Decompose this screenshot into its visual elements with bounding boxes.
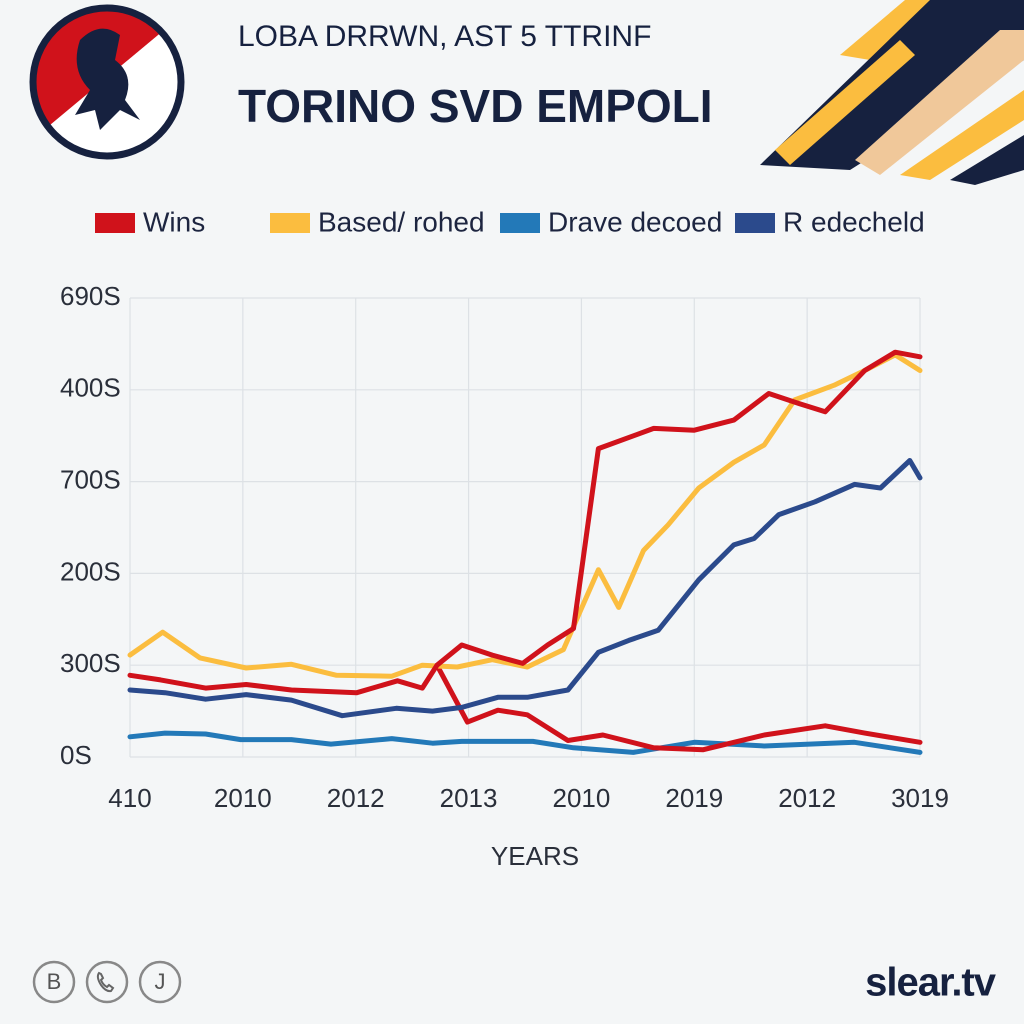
x-tick-label: 3019 bbox=[891, 783, 949, 813]
series-line bbox=[127, 458, 923, 719]
decoration bbox=[760, 0, 1024, 185]
x-tick-label: 2012 bbox=[327, 783, 385, 813]
legend-swatch bbox=[500, 213, 540, 233]
legend-label: Drave decoed bbox=[548, 206, 722, 237]
x-axis-label: YEARS bbox=[491, 841, 579, 871]
button[interactable] bbox=[85, 960, 129, 1004]
x-tick-label: 410 bbox=[108, 783, 151, 813]
button-label[interactable]: B bbox=[47, 969, 62, 994]
series-line bbox=[127, 730, 923, 755]
y-tick-label: 0S bbox=[60, 740, 92, 770]
legend-swatch bbox=[735, 213, 775, 233]
x-tick-label: 2010 bbox=[214, 783, 272, 813]
footer-buttons: B J bbox=[32, 960, 182, 1004]
legend-label: R edecheld bbox=[783, 206, 925, 237]
chart-title: TORINO SVD EMPOLI bbox=[238, 80, 713, 132]
phone-icon[interactable] bbox=[96, 971, 115, 993]
legend-swatch bbox=[270, 213, 310, 233]
y-tick-label: 200S bbox=[60, 556, 121, 586]
x-tick-label: 2012 bbox=[778, 783, 836, 813]
brand: slear.tv bbox=[865, 961, 997, 1005]
grid bbox=[129, 297, 921, 758]
x-tick-label: 2013 bbox=[440, 783, 498, 813]
y-tick-label: 300S bbox=[60, 648, 121, 678]
y-tick-label: 700S bbox=[60, 464, 121, 494]
x-tick-label: 2019 bbox=[665, 783, 723, 813]
chart-subtitle: LOBA DRRWN, AST 5 TTRINF bbox=[238, 20, 651, 53]
series-line bbox=[127, 349, 923, 696]
logo bbox=[29, 4, 185, 160]
y-tick-label: 400S bbox=[60, 373, 121, 403]
button[interactable] bbox=[32, 960, 76, 1004]
button-label[interactable]: J bbox=[155, 969, 166, 994]
series-line bbox=[434, 662, 923, 753]
y-tick-label: 690S bbox=[60, 281, 121, 311]
x-tick-label: 2010 bbox=[553, 783, 611, 813]
legend-swatch bbox=[95, 213, 135, 233]
legend-label: Based/ rohed bbox=[318, 206, 485, 237]
series-line bbox=[127, 352, 923, 679]
legend-label: Wins bbox=[143, 206, 205, 237]
button[interactable] bbox=[138, 960, 182, 1004]
